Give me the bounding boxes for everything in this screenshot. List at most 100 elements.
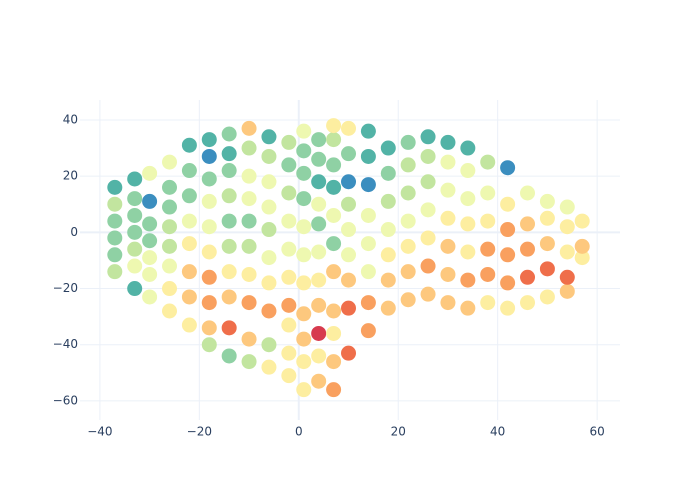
point bbox=[460, 191, 476, 207]
point bbox=[341, 247, 357, 263]
point bbox=[107, 247, 123, 263]
point bbox=[500, 300, 516, 316]
point bbox=[341, 272, 357, 288]
point bbox=[326, 325, 342, 341]
point bbox=[326, 354, 342, 370]
point bbox=[241, 331, 257, 347]
point bbox=[520, 269, 536, 285]
point bbox=[281, 157, 297, 173]
point bbox=[520, 216, 536, 232]
point bbox=[181, 163, 197, 179]
point bbox=[261, 359, 277, 375]
point bbox=[281, 345, 297, 361]
point bbox=[326, 132, 342, 148]
point bbox=[420, 230, 436, 246]
point bbox=[107, 213, 123, 229]
point bbox=[460, 272, 476, 288]
point bbox=[281, 134, 297, 150]
point bbox=[142, 266, 158, 282]
point bbox=[311, 196, 327, 212]
point bbox=[341, 120, 357, 136]
point bbox=[241, 140, 257, 156]
point bbox=[480, 295, 496, 311]
point bbox=[127, 224, 143, 240]
point bbox=[281, 185, 297, 201]
y-tick-label: 0 bbox=[70, 225, 78, 239]
point bbox=[311, 244, 327, 260]
point bbox=[539, 193, 555, 209]
point bbox=[261, 129, 277, 145]
point bbox=[559, 199, 575, 215]
point bbox=[480, 241, 496, 257]
point bbox=[296, 331, 312, 347]
point bbox=[261, 337, 277, 353]
point bbox=[261, 174, 277, 190]
x-tick-label: −40 bbox=[87, 425, 112, 439]
point bbox=[296, 306, 312, 322]
point bbox=[201, 148, 217, 164]
point bbox=[420, 258, 436, 274]
point bbox=[440, 238, 456, 254]
point bbox=[221, 238, 237, 254]
point bbox=[539, 289, 555, 305]
point bbox=[326, 236, 342, 252]
point bbox=[201, 244, 217, 260]
point bbox=[559, 269, 575, 285]
point bbox=[311, 272, 327, 288]
point bbox=[221, 146, 237, 162]
point bbox=[559, 283, 575, 299]
point bbox=[296, 275, 312, 291]
point bbox=[380, 247, 396, 263]
point bbox=[142, 250, 158, 266]
point bbox=[360, 177, 376, 193]
point bbox=[500, 247, 516, 263]
point bbox=[440, 266, 456, 282]
point bbox=[261, 199, 277, 215]
point bbox=[261, 303, 277, 319]
point bbox=[311, 132, 327, 148]
point bbox=[261, 222, 277, 238]
point bbox=[162, 238, 178, 254]
point bbox=[440, 134, 456, 150]
point bbox=[142, 289, 158, 305]
point bbox=[181, 188, 197, 204]
point bbox=[201, 171, 217, 187]
point bbox=[162, 199, 178, 215]
x-tick-label: 0 bbox=[295, 425, 303, 439]
point bbox=[221, 188, 237, 204]
point bbox=[281, 241, 297, 257]
point bbox=[460, 300, 476, 316]
point bbox=[261, 275, 277, 291]
point bbox=[221, 163, 237, 179]
y-tick-label: −40 bbox=[53, 337, 78, 351]
point bbox=[127, 191, 143, 207]
point bbox=[201, 337, 217, 353]
point bbox=[127, 281, 143, 297]
point bbox=[296, 354, 312, 370]
point bbox=[500, 160, 516, 176]
point bbox=[142, 193, 158, 209]
point bbox=[162, 281, 178, 297]
point bbox=[360, 123, 376, 139]
point bbox=[400, 213, 416, 229]
x-tick-label: 20 bbox=[391, 425, 406, 439]
point bbox=[281, 213, 297, 229]
point bbox=[400, 238, 416, 254]
point bbox=[539, 210, 555, 226]
point bbox=[400, 157, 416, 173]
point bbox=[559, 219, 575, 235]
point bbox=[281, 368, 297, 384]
point bbox=[574, 213, 590, 229]
point bbox=[241, 266, 257, 282]
y-tick-label: 40 bbox=[63, 112, 78, 126]
point bbox=[420, 148, 436, 164]
point bbox=[400, 185, 416, 201]
point bbox=[380, 272, 396, 288]
point bbox=[261, 250, 277, 266]
point bbox=[400, 134, 416, 150]
point bbox=[181, 137, 197, 153]
point bbox=[296, 219, 312, 235]
point bbox=[326, 179, 342, 195]
point bbox=[181, 264, 197, 280]
